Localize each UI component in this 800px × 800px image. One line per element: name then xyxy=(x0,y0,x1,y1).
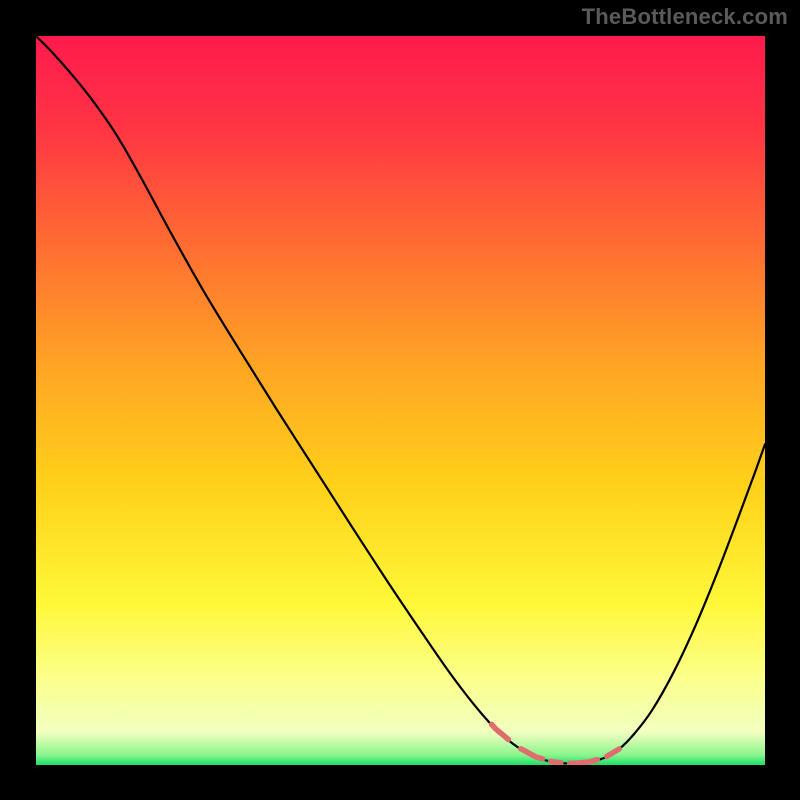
gradient-background xyxy=(36,36,765,765)
trough-marker-segment xyxy=(551,761,561,762)
watermark-text: TheBottleneck.com xyxy=(582,4,788,30)
gradient-plot-area xyxy=(36,36,765,765)
plot-svg xyxy=(36,36,765,765)
chart-stage: TheBottleneck.com xyxy=(0,0,800,800)
